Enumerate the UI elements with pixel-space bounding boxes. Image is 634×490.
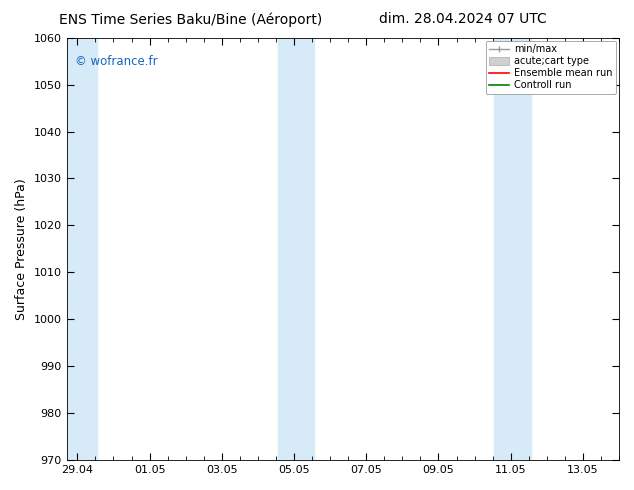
- Bar: [67, 38, 97, 460]
- Text: © wofrance.fr: © wofrance.fr: [75, 54, 157, 68]
- Y-axis label: Surface Pressure (hPa): Surface Pressure (hPa): [15, 178, 28, 320]
- Text: ENS Time Series Baku/Bine (Aéroport): ENS Time Series Baku/Bine (Aéroport): [58, 12, 322, 27]
- Text: dim. 28.04.2024 07 UTC: dim. 28.04.2024 07 UTC: [379, 12, 547, 26]
- Bar: [278, 38, 314, 460]
- Legend: min/max, acute;cart type, Ensemble mean run, Controll run: min/max, acute;cart type, Ensemble mean …: [486, 41, 616, 94]
- Bar: [495, 38, 531, 460]
